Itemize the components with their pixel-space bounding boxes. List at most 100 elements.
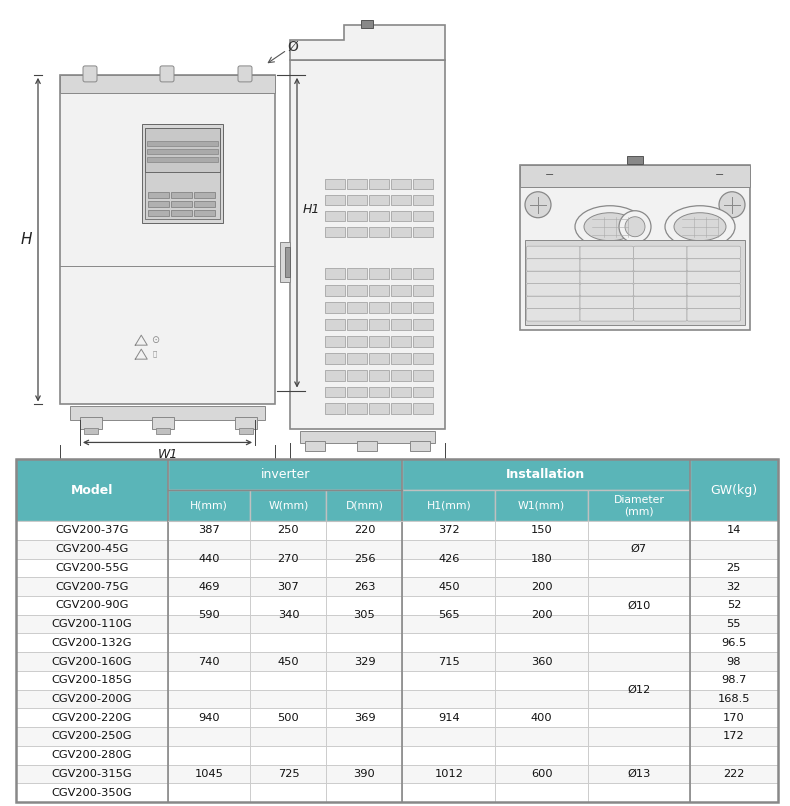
Bar bbox=[690, 746, 778, 765]
Bar bbox=[326, 690, 402, 708]
Bar bbox=[250, 671, 326, 690]
Bar bbox=[391, 404, 411, 414]
Circle shape bbox=[525, 192, 551, 218]
Bar bbox=[250, 727, 326, 746]
FancyBboxPatch shape bbox=[687, 271, 740, 284]
Bar bbox=[391, 335, 411, 347]
Text: CGV200-110G: CGV200-110G bbox=[51, 619, 132, 629]
Text: 1045: 1045 bbox=[194, 769, 224, 779]
FancyBboxPatch shape bbox=[687, 309, 740, 321]
Bar bbox=[589, 765, 690, 783]
Text: CGV200-132G: CGV200-132G bbox=[51, 638, 132, 648]
Text: H: H bbox=[21, 232, 32, 247]
Bar bbox=[589, 746, 690, 765]
Bar bbox=[627, 156, 643, 164]
Bar bbox=[167, 577, 250, 596]
Bar bbox=[167, 521, 250, 540]
FancyBboxPatch shape bbox=[526, 259, 580, 271]
Bar bbox=[413, 227, 433, 237]
Circle shape bbox=[719, 192, 745, 218]
Bar bbox=[167, 634, 250, 652]
Bar bbox=[402, 690, 495, 708]
Bar bbox=[413, 195, 433, 206]
Bar bbox=[402, 708, 495, 727]
Bar bbox=[690, 596, 778, 615]
Bar bbox=[347, 211, 367, 222]
Text: 469: 469 bbox=[198, 582, 220, 592]
Bar bbox=[347, 335, 367, 347]
Bar bbox=[16, 746, 167, 765]
Bar bbox=[148, 193, 169, 198]
Text: CGV200-45G: CGV200-45G bbox=[55, 544, 129, 555]
Bar bbox=[690, 540, 778, 559]
Bar bbox=[690, 459, 778, 521]
Bar bbox=[250, 765, 326, 783]
Text: 📖: 📖 bbox=[153, 351, 157, 357]
Bar bbox=[347, 227, 367, 237]
Bar bbox=[402, 634, 495, 652]
Bar bbox=[305, 442, 325, 451]
Text: 590: 590 bbox=[198, 609, 220, 620]
Bar bbox=[402, 727, 495, 746]
FancyBboxPatch shape bbox=[526, 284, 580, 296]
Bar bbox=[690, 727, 778, 746]
Bar bbox=[167, 671, 250, 690]
Bar bbox=[167, 708, 250, 727]
Bar bbox=[402, 671, 495, 690]
FancyBboxPatch shape bbox=[580, 309, 634, 321]
Bar bbox=[326, 746, 402, 765]
Bar bbox=[167, 783, 250, 802]
Bar bbox=[194, 210, 216, 216]
Bar bbox=[250, 746, 326, 765]
Bar bbox=[495, 783, 589, 802]
Text: CGV200-315G: CGV200-315G bbox=[51, 769, 132, 779]
Bar bbox=[402, 559, 495, 577]
Bar bbox=[495, 727, 589, 746]
Bar bbox=[326, 783, 402, 802]
Bar bbox=[690, 521, 778, 540]
Bar bbox=[391, 318, 411, 330]
Bar bbox=[239, 429, 253, 434]
Text: 914: 914 bbox=[438, 713, 460, 723]
Bar bbox=[326, 727, 402, 746]
Text: −: − bbox=[545, 170, 555, 180]
Bar bbox=[326, 596, 402, 615]
FancyBboxPatch shape bbox=[160, 66, 174, 82]
Bar bbox=[402, 765, 495, 783]
Bar bbox=[495, 559, 589, 577]
Bar bbox=[325, 285, 345, 296]
Bar bbox=[413, 268, 433, 279]
Bar bbox=[369, 318, 389, 330]
Bar bbox=[167, 746, 250, 765]
Bar bbox=[369, 211, 389, 222]
Text: Ø10: Ø10 bbox=[627, 600, 650, 610]
Polygon shape bbox=[290, 25, 445, 60]
Text: W(mm): W(mm) bbox=[269, 501, 309, 511]
Bar bbox=[347, 180, 367, 189]
Bar bbox=[325, 195, 345, 206]
Text: 360: 360 bbox=[531, 657, 552, 667]
Bar bbox=[589, 490, 690, 521]
Text: Ø13: Ø13 bbox=[627, 769, 650, 779]
Text: 715: 715 bbox=[438, 657, 460, 667]
Bar bbox=[369, 369, 389, 380]
Bar bbox=[250, 690, 326, 708]
Bar bbox=[250, 783, 326, 802]
Text: 307: 307 bbox=[277, 582, 299, 592]
Text: W1: W1 bbox=[157, 448, 178, 461]
Text: 600: 600 bbox=[531, 769, 552, 779]
Bar bbox=[402, 577, 495, 596]
Bar bbox=[16, 690, 167, 708]
Bar bbox=[589, 577, 690, 596]
Bar bbox=[402, 652, 495, 671]
Bar bbox=[80, 418, 102, 430]
Text: 372: 372 bbox=[438, 526, 460, 535]
Bar bbox=[326, 708, 402, 727]
Bar bbox=[167, 765, 250, 783]
Bar bbox=[171, 202, 192, 207]
Bar bbox=[156, 429, 170, 434]
Text: 305: 305 bbox=[354, 609, 375, 620]
Bar bbox=[16, 596, 167, 615]
Text: CGV200-220G: CGV200-220G bbox=[51, 713, 132, 723]
Bar bbox=[495, 521, 589, 540]
